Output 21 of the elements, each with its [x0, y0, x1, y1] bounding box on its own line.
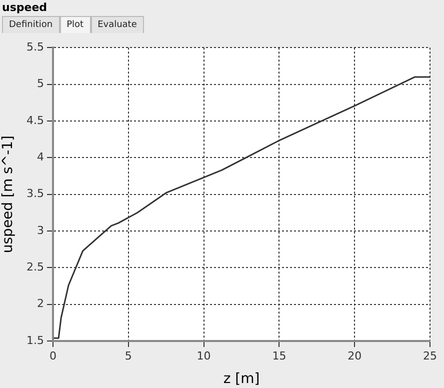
y-tick-label: 3 — [37, 224, 44, 237]
text: Evaluate — [90, 16, 144, 33]
y-axis-title: uspeed [m s^-1] — [0, 135, 16, 254]
x-tick-label: 10 — [196, 349, 211, 362]
y-tick-label: 4 — [37, 150, 44, 164]
y-tick-label: 2.5 — [26, 260, 44, 274]
x-tick-label: 5 — [124, 349, 132, 362]
y-tick-label: 5.5 — [26, 40, 44, 54]
chart-title: uspeed — [2, 1, 48, 14]
y-tick-label: 5 — [37, 77, 44, 90]
y-tick-label: 1.5 — [26, 334, 44, 347]
x-tick-label: 15 — [272, 349, 286, 362]
x-tick-label: 25 — [423, 349, 437, 362]
x-tick-label: 20 — [348, 349, 362, 362]
x-tick-label: 0 — [50, 349, 56, 362]
text: Definition — [2, 16, 60, 33]
y-tick-label: 3.5 — [26, 187, 44, 200]
text: Plot — [60, 16, 91, 33]
y-tick-label: 4.5 — [26, 114, 44, 127]
x-axis-title: z [m] — [223, 371, 260, 388]
y-tick-label: 2 — [37, 297, 44, 310]
